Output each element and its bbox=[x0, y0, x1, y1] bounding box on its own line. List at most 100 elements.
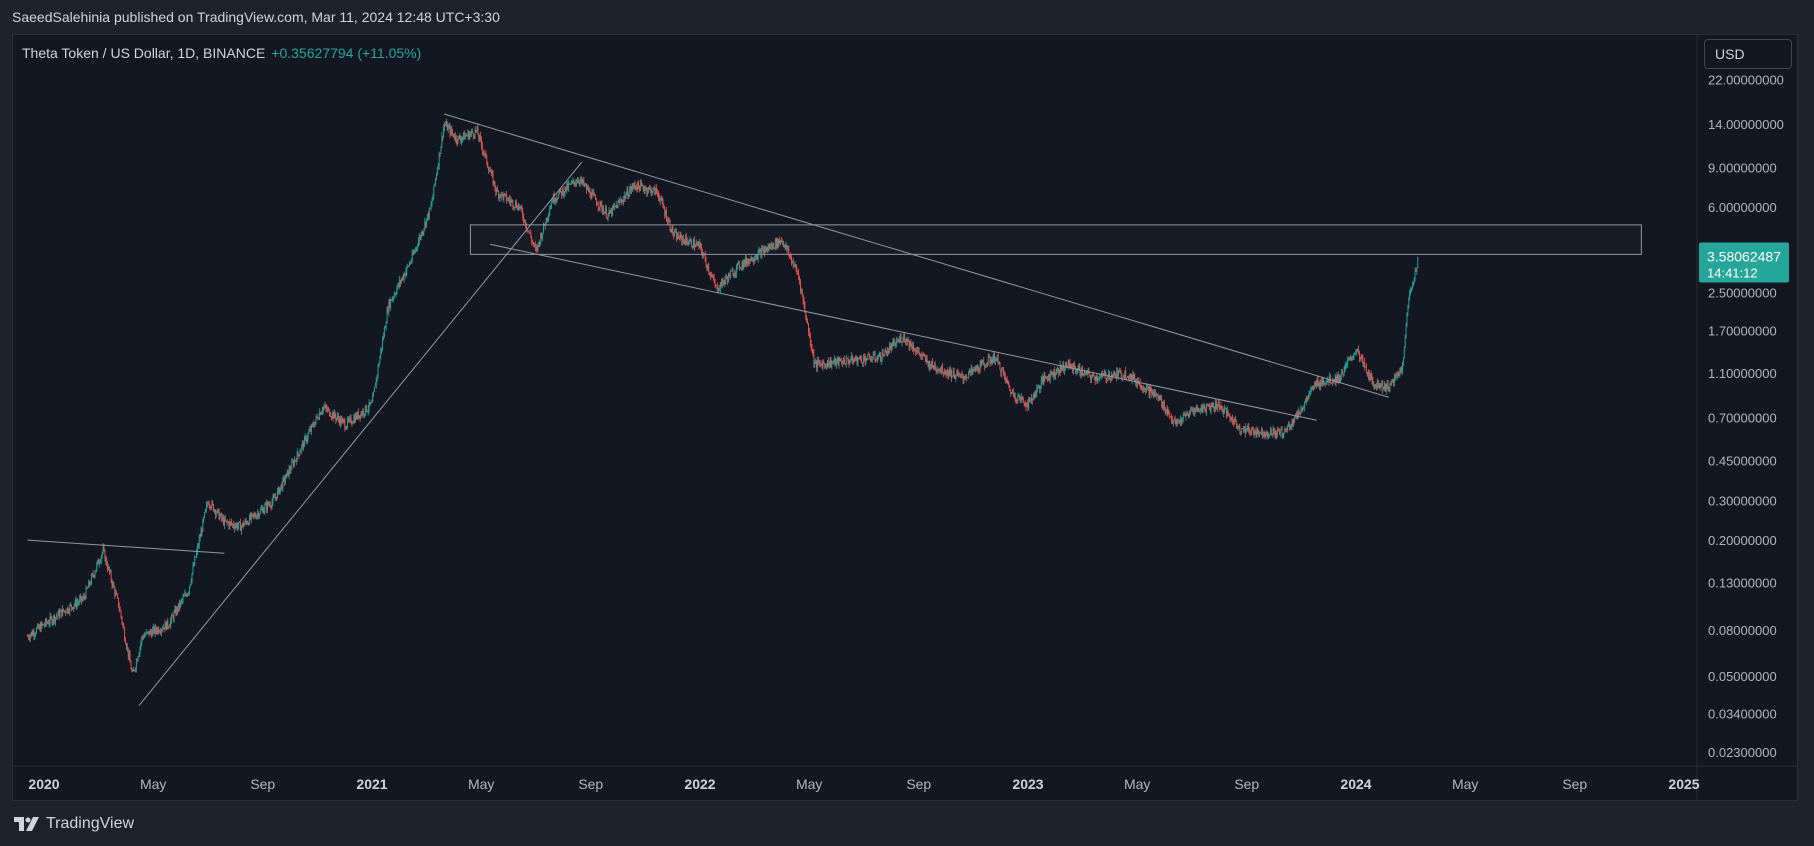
candle-body bbox=[321, 410, 323, 413]
candle-body bbox=[935, 369, 937, 371]
candle-body bbox=[700, 242, 702, 246]
candle-body bbox=[987, 357, 989, 365]
candle-body bbox=[880, 352, 881, 362]
candle-body bbox=[827, 360, 829, 367]
candle-body bbox=[343, 419, 345, 422]
candle-body bbox=[1044, 374, 1046, 378]
time-axis: 2020 May Sep 2021 May Sep 2022 May Sep 2023 May Sep… bbox=[28, 776, 1699, 792]
candle-body bbox=[856, 356, 858, 364]
candle-body bbox=[389, 300, 391, 308]
candle-body bbox=[1083, 374, 1084, 375]
chart-pane[interactable] bbox=[12, 34, 1798, 801]
candle-body bbox=[1057, 367, 1059, 374]
candle-body bbox=[1080, 373, 1082, 376]
candle-body bbox=[778, 239, 780, 247]
candle-body bbox=[377, 365, 379, 376]
candle-body bbox=[219, 515, 221, 519]
candle-body bbox=[676, 234, 678, 240]
candle-body bbox=[1413, 279, 1415, 283]
y-tick-label: 1.70000000 bbox=[1708, 324, 1777, 339]
candle-body bbox=[775, 240, 777, 248]
candle-body bbox=[1387, 383, 1389, 390]
candle-body bbox=[1410, 290, 1411, 293]
candle-body bbox=[190, 580, 192, 585]
candle-body bbox=[1373, 385, 1375, 386]
candle-body bbox=[777, 238, 779, 247]
candle-body bbox=[968, 373, 969, 378]
candle-body bbox=[335, 416, 337, 420]
candle-body bbox=[569, 183, 571, 185]
candle-body bbox=[737, 263, 738, 266]
candle-body bbox=[681, 235, 683, 242]
candle-body bbox=[42, 624, 44, 626]
candle-body bbox=[626, 189, 628, 195]
candle-body bbox=[566, 183, 568, 191]
candle-body bbox=[674, 232, 676, 236]
candle-body bbox=[678, 238, 680, 240]
candle-body bbox=[594, 194, 596, 196]
candle-body bbox=[1367, 373, 1368, 377]
candle-body bbox=[995, 357, 997, 361]
candle-body bbox=[313, 425, 315, 427]
candle-body bbox=[411, 253, 413, 261]
candle-body bbox=[59, 611, 61, 618]
candle-body bbox=[510, 200, 512, 203]
candle-body bbox=[1398, 375, 1400, 376]
candle-body bbox=[649, 187, 650, 189]
candle-body bbox=[998, 362, 1000, 364]
candle-body bbox=[902, 339, 904, 342]
candle-body bbox=[967, 377, 968, 378]
candle-body bbox=[135, 660, 137, 669]
candle-body bbox=[211, 502, 213, 508]
candle-body bbox=[825, 364, 826, 366]
candle-body bbox=[188, 592, 189, 594]
candle-body bbox=[169, 626, 170, 628]
candle-body bbox=[435, 178, 436, 184]
candle-body bbox=[645, 188, 647, 190]
candle-body bbox=[262, 508, 264, 514]
candle-body bbox=[898, 338, 900, 342]
candle-body bbox=[947, 370, 949, 377]
tradingview-logo[interactable]: TradingView bbox=[14, 815, 134, 833]
candle-body bbox=[824, 363, 826, 366]
candle-body bbox=[1271, 433, 1273, 435]
candle-body bbox=[587, 187, 588, 190]
candle-body bbox=[172, 616, 174, 620]
candle-body bbox=[36, 628, 37, 634]
candle-body bbox=[729, 273, 730, 278]
candle-body bbox=[381, 348, 383, 350]
candle-body bbox=[1252, 428, 1253, 430]
candle-body bbox=[1305, 401, 1306, 404]
candle-body bbox=[796, 267, 798, 272]
currency-button[interactable]: USD bbox=[1704, 39, 1792, 69]
candle-body bbox=[857, 359, 859, 364]
candle-body bbox=[332, 412, 334, 419]
candle-body bbox=[449, 126, 451, 135]
y-tick-label: 0.05000000 bbox=[1708, 669, 1777, 684]
candle-body bbox=[1190, 410, 1192, 412]
candle-body bbox=[27, 636, 28, 638]
candle-body bbox=[193, 564, 195, 567]
candle-body bbox=[158, 628, 160, 633]
candle-body bbox=[699, 242, 701, 247]
candle-body bbox=[87, 587, 89, 589]
candle-body bbox=[234, 525, 236, 529]
x-tick-label: Sep bbox=[250, 776, 275, 792]
candle-body bbox=[318, 418, 320, 420]
candle-body bbox=[554, 201, 556, 203]
candle-body bbox=[70, 604, 72, 606]
candle-body bbox=[374, 386, 375, 392]
candle-body bbox=[1121, 377, 1123, 379]
candle-body bbox=[870, 358, 871, 361]
candle-body bbox=[1159, 395, 1161, 401]
candle-body bbox=[480, 135, 481, 139]
candle-body bbox=[563, 192, 565, 196]
candle-body bbox=[1185, 414, 1187, 417]
candle-body bbox=[653, 187, 655, 189]
x-tick-label: Sep bbox=[906, 776, 931, 792]
candle-body bbox=[912, 345, 914, 349]
candle-body bbox=[327, 408, 329, 411]
candle-body bbox=[375, 377, 377, 387]
